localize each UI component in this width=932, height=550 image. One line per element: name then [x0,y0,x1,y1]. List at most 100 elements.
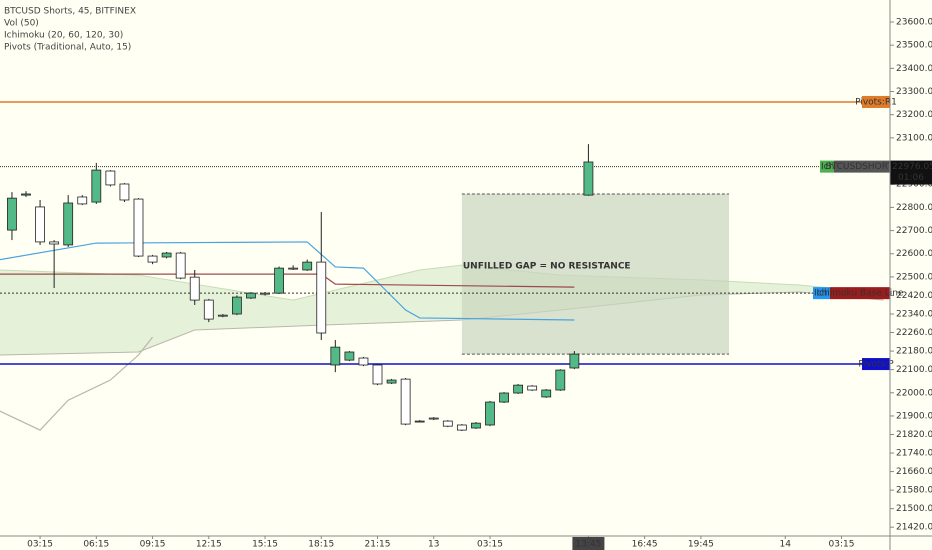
legend-text: Ichimoku (20, 60, 120, 30) [4,31,123,41]
candle-body [217,314,228,317]
candle-body [7,197,17,231]
candle-body [344,351,355,361]
candle-body [203,299,214,320]
candle-body [274,267,284,294]
y-tick-label: 21820.0000 [896,430,932,440]
front-layer: BTCUSD Shorts, 45, BITFINEX Vol (50) Ichim… [4,7,932,550]
y-tick-label: 22600.0000 [896,249,932,259]
symbol-box [834,160,890,173]
x-tick-label: 13:45 [575,540,601,550]
candle-body [246,292,256,299]
candle-body [133,198,144,257]
candle-body [91,169,102,203]
cloud-edge [0,291,884,356]
x-tick-label: 21:15 [365,540,391,550]
y-tick-label: 22260.0000 [896,328,932,338]
candle-body [414,420,425,423]
base-label: Ichimoku Base Line [816,289,904,299]
y-tick-label: 23400.0000 [896,64,932,74]
candle-body [372,364,383,385]
pivot-label-box [862,95,890,108]
candle-body [583,161,594,196]
y-tick-label: 22700.0000 [896,226,932,236]
x-tick-label: 03:15 [829,540,855,550]
legend-text: Pivots (Traditional, Auto, 15) [4,43,131,53]
candle-body [302,261,313,271]
base-label-box [830,287,890,300]
candle-body [330,346,341,366]
candle-body [189,276,200,301]
candle-body [569,353,580,369]
candle-body [21,193,31,196]
candle-body [175,252,186,279]
candle-body [316,261,327,334]
candle-body [541,389,552,398]
candle-body [260,292,270,295]
candle-body [147,255,158,263]
last-price-label: 22976.0504 [892,162,932,172]
x-tick-label: 14 [780,540,792,550]
y-tick-label: 21740.0000 [896,449,932,459]
x-tick-label: 19:45 [688,540,714,550]
pivot-label-box [862,358,890,371]
y-tick-label: 23300.0000 [896,87,932,97]
candle-body [456,424,467,431]
pivot-label: Pivots:R1 [855,97,897,107]
x-tick-label: 16:45 [632,540,658,550]
back-layer [0,193,884,356]
candle-body [428,417,439,420]
x-tick-label: 09:15 [140,540,166,550]
candle-body [527,385,538,391]
candle-body [105,170,116,186]
candle-body [232,296,242,315]
candle-body [513,384,524,394]
price-box [890,160,932,185]
x-tick-highlight [572,537,605,550]
candle-body [161,252,172,258]
base-short-label: Ichim [814,289,839,299]
x-tick-label: 06:15 [83,540,109,550]
pivot-label: Pivots:P [858,360,894,370]
y-tick-label: 21500.0000 [896,504,932,514]
candle-body [555,369,566,391]
legend-text: Vol (50) [4,19,39,29]
candle-body [35,206,45,243]
indicator-line [0,336,154,431]
y-tick-label: 23100.0000 [896,133,932,143]
short-box [820,160,834,173]
indicator-line [0,241,575,321]
candle-body [119,183,130,201]
y-tick-label: 22800.0000 [896,203,932,213]
x-tick-label: 12:15 [196,540,222,550]
x-tick-label: 03:15 [477,540,503,550]
candle-body [358,357,369,366]
indicator-line [0,273,575,288]
x-tick-label: 13 [428,540,439,550]
candle-body [485,401,495,426]
y-tick-label: 23200.0000 [896,110,932,120]
candle-body [63,202,74,246]
mid-layer [0,101,890,431]
candle-body [49,241,60,245]
countdown-label: 01:06 [898,173,924,183]
x-tick-label: 15:15 [252,540,278,550]
y-tick-label: 22000.0000 [896,388,932,398]
legend-text: BTCUSD Shorts, 45, BITFINEX [4,7,136,17]
y-tick-label: 22340.0000 [896,309,932,319]
y-tick-label: 22420.0000 [896,291,932,301]
y-tick-label: 23500.0000 [896,41,932,51]
x-tick-label: 03:15 [27,540,53,550]
candle-body [499,392,509,403]
annotation: UNFILLED GAP = NO RESISTANCE [463,262,631,272]
y-tick-label: 22500.0000 [896,272,932,282]
candle-body [288,267,299,270]
gap-box [461,193,730,355]
candle-body [442,420,453,427]
y-tick-label: 22900.0000 [896,180,932,190]
candle-body [386,379,397,384]
y-tick-label: 22100.0000 [896,365,932,375]
candle-body [471,422,481,429]
candle-body [77,196,88,205]
base-short-box [813,287,830,300]
x-tick-label: 18:15 [308,540,334,550]
